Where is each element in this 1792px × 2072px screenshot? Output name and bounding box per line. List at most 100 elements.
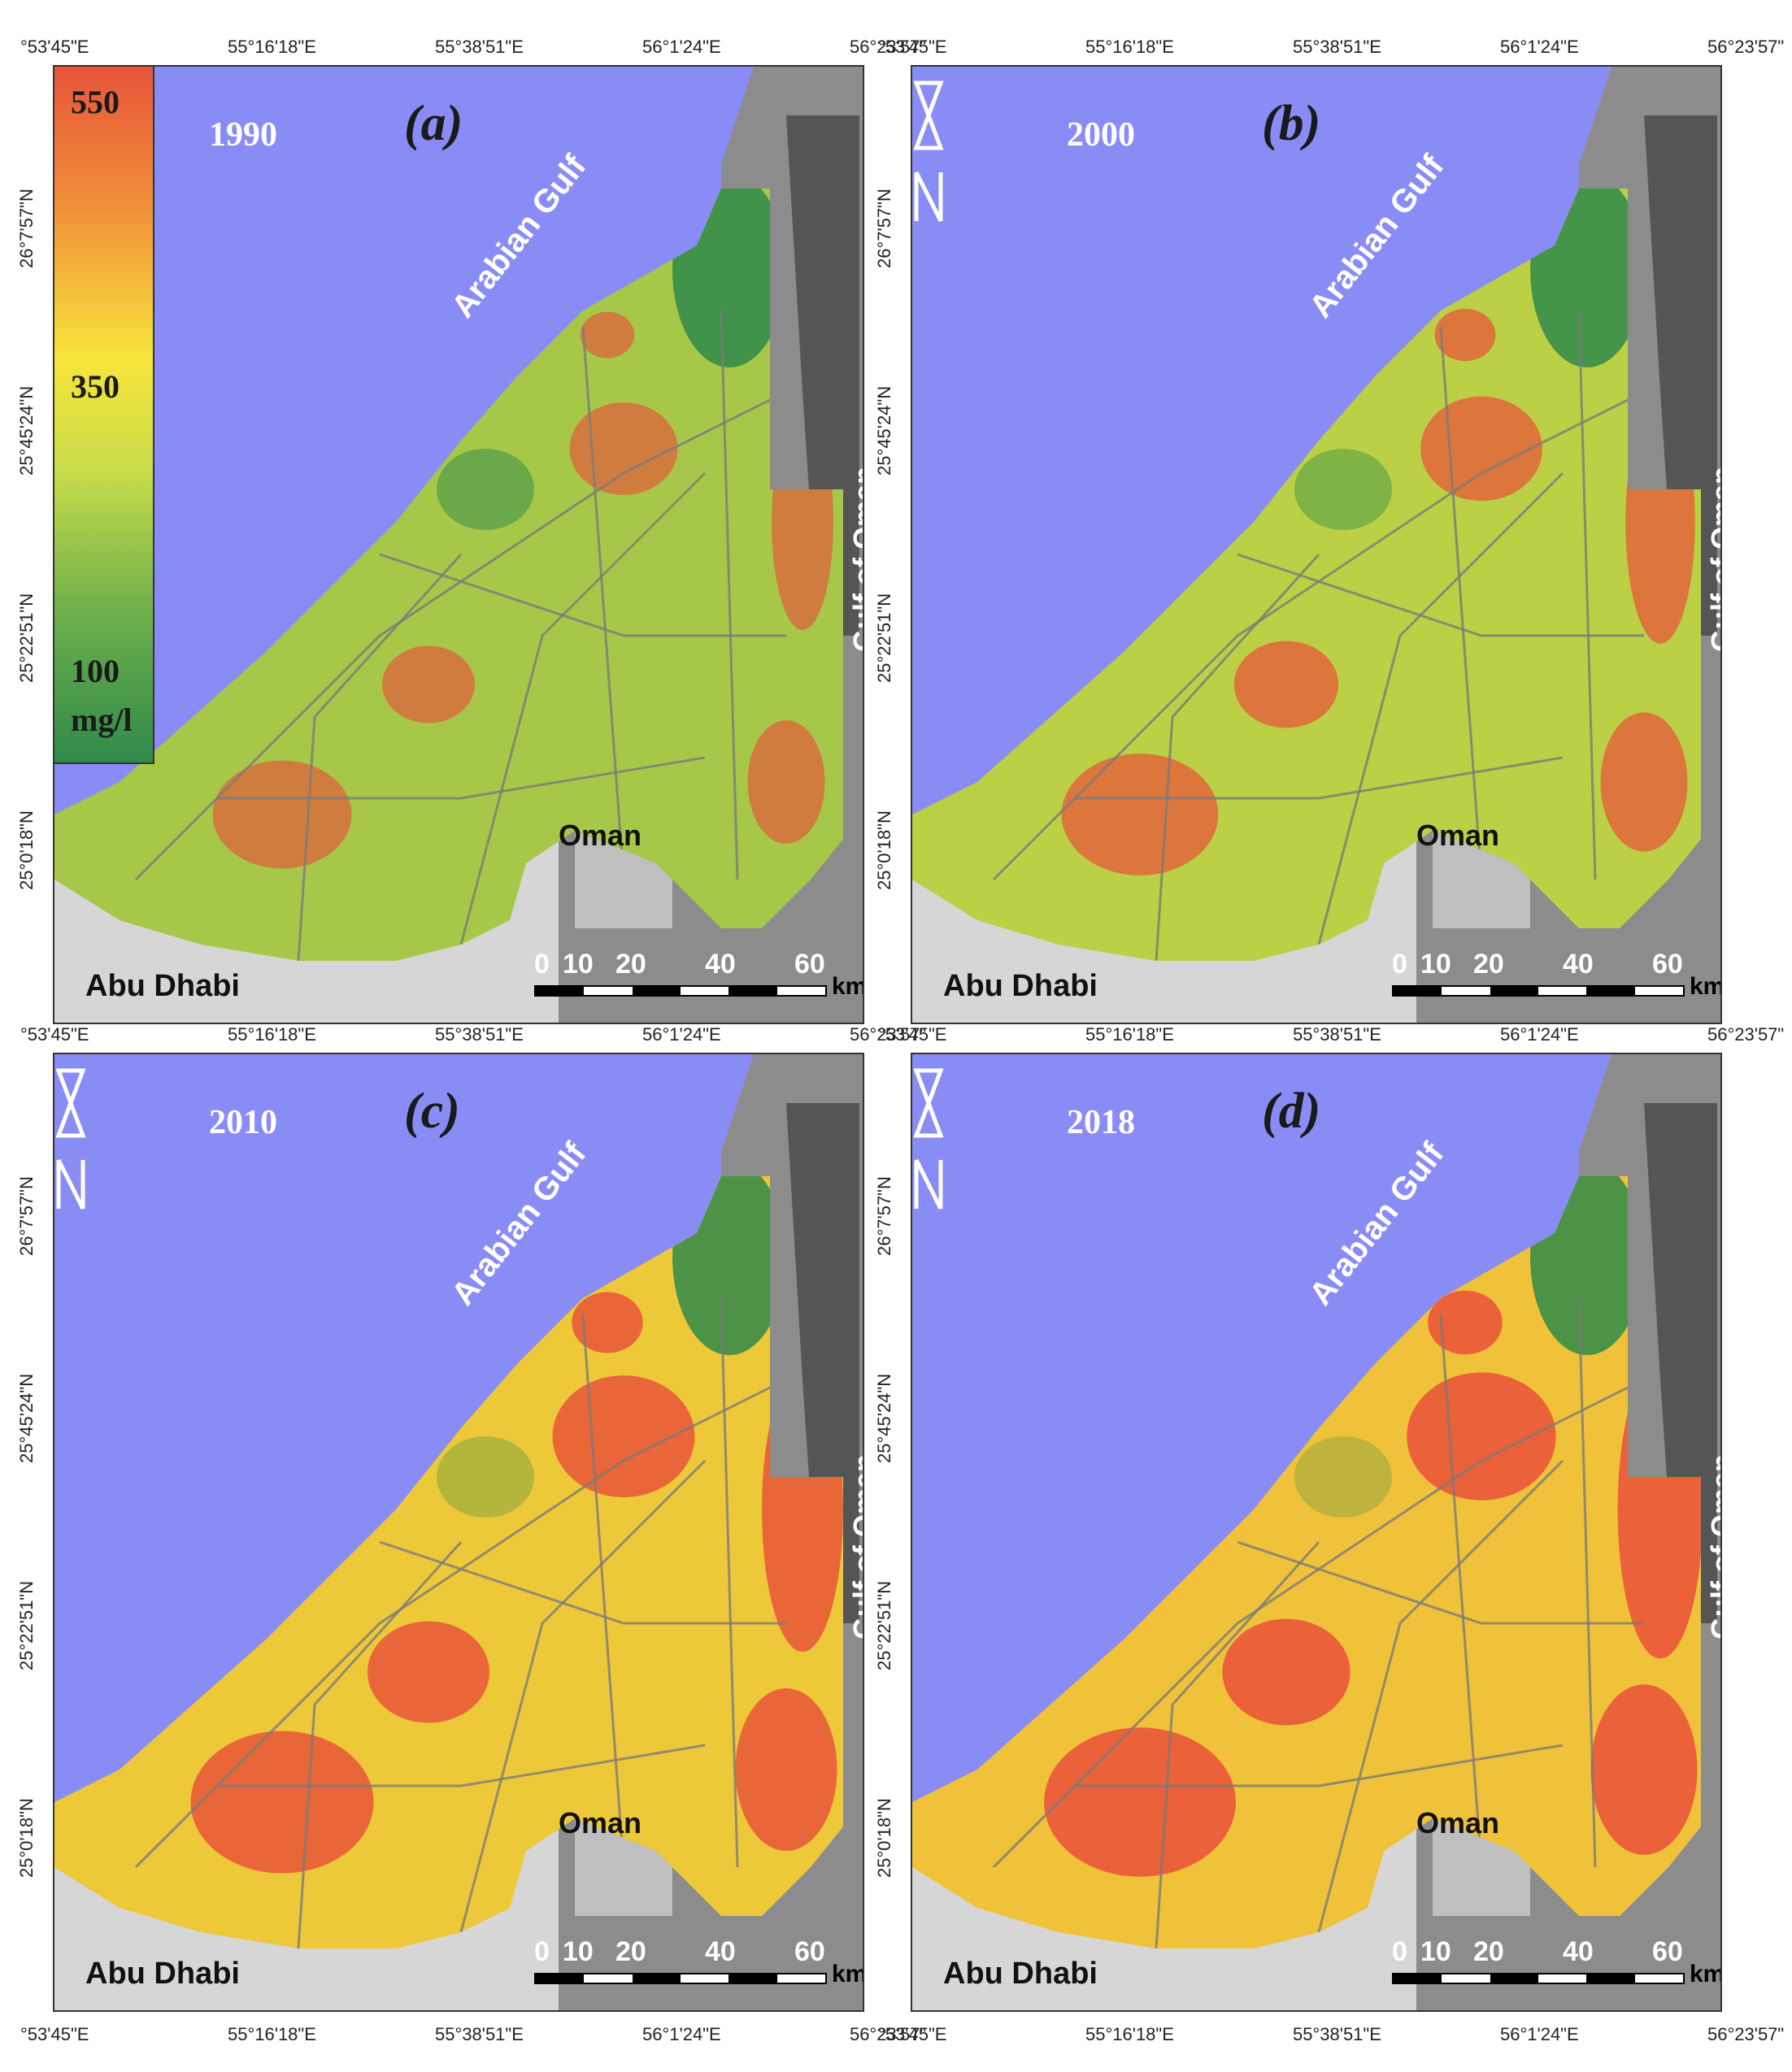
- north-arrow-icon: [913, 1068, 944, 1210]
- scale-number: 0: [534, 1936, 550, 1967]
- scale-unit: km: [1690, 1961, 1722, 1987]
- longitude-label: °53'45"E: [878, 1024, 947, 1045]
- gulf-of-oman-label: Gulf of Oman: [847, 467, 864, 652]
- longitude-label: 56°23'57": [1707, 37, 1785, 57]
- scale-number: 40: [1563, 949, 1594, 980]
- latitude-label: 25°22'51"N: [16, 1580, 37, 1670]
- scale-number: 20: [1473, 1936, 1504, 1967]
- scale-bar: 0 10 20 40 60 km: [534, 1936, 863, 1987]
- latitude-label: 26°7'57"N: [16, 1176, 37, 1256]
- longitude-label: °53'45"E: [878, 37, 947, 57]
- longitude-label: 55°38'51"E: [435, 2024, 524, 2044]
- longitude-label: 55°16'18"E: [1085, 1024, 1174, 1045]
- latitude-label: 25°45'24"N: [874, 385, 894, 476]
- scale-unit: km: [1690, 973, 1722, 1000]
- abu-dhabi-label: Abu Dhabi: [943, 969, 1098, 1003]
- panel-label: (b): [1262, 96, 1321, 151]
- north-arrow-icon: [55, 1068, 86, 1210]
- oman-label: Oman: [559, 1806, 642, 1840]
- latitude-label: 25°0'18"N: [874, 1798, 894, 1878]
- longitude-label: 56°1'24"E: [1500, 37, 1579, 57]
- map-canvas: [912, 67, 1720, 1023]
- legend-min: 100: [71, 653, 120, 689]
- longitude-label: 55°16'18"E: [228, 2024, 316, 2044]
- longitude-label: 56°1'24"E: [1500, 1024, 1579, 1045]
- longitude-label: 56°1'24"E: [642, 1024, 721, 1045]
- longitude-label: 56°23'57": [850, 2024, 927, 2044]
- scale-number: 0: [1392, 1936, 1407, 1967]
- longitude-label: 55°16'18"E: [228, 37, 316, 57]
- map-panel-2018: 2018 (d) Arabian Gulf Gulf of Oman Oman Abu D…: [911, 1053, 1722, 2012]
- scale-unit: km: [832, 1961, 864, 1987]
- scale-number: 40: [705, 1936, 736, 1967]
- scale-unit: km: [832, 973, 864, 1000]
- scale-bar: 0 10 20 40 60 km: [1392, 949, 1720, 1000]
- latitude-label: 25°0'18"N: [16, 1798, 37, 1878]
- scale-number: 60: [1652, 949, 1683, 980]
- scale-number: 10: [1420, 949, 1451, 980]
- scale-number: 10: [563, 1936, 594, 1967]
- scale-number: 0: [534, 949, 550, 980]
- longitude-label: 55°16'18"E: [228, 1024, 316, 1045]
- longitude-label: 55°38'51"E: [1293, 37, 1381, 57]
- gulf-of-oman-label: Gulf of Oman: [1705, 467, 1722, 652]
- north-arrow-icon: [913, 80, 944, 223]
- oman-label: Oman: [1416, 1806, 1500, 1840]
- panel-label: (c): [404, 1084, 460, 1139]
- latitude-label: 26°7'57"N: [874, 1176, 894, 1256]
- latitude-label: 25°45'24"N: [16, 385, 37, 476]
- color-legend: 550 350 100 mg/l: [53, 65, 154, 764]
- latitude-label: 25°0'18"N: [16, 810, 37, 890]
- longitude-label: °53'45"E: [20, 1024, 89, 1045]
- longitude-label: 55°16'18"E: [1085, 2024, 1174, 2044]
- scale-number: 20: [615, 949, 646, 980]
- year-label: 2000: [1067, 116, 1135, 154]
- year-label: 2010: [209, 1104, 277, 1141]
- oman-label: Oman: [559, 819, 642, 852]
- scale-number: 40: [705, 949, 736, 980]
- abu-dhabi-label: Abu Dhabi: [943, 1957, 1098, 1991]
- map-canvas: [54, 1054, 863, 2010]
- longitude-label: 56°23'57": [1707, 1024, 1785, 1045]
- longitude-label: 55°38'51"E: [1293, 1024, 1381, 1045]
- longitude-label: 55°38'51"E: [435, 1024, 524, 1045]
- longitude-label: 55°38'51"E: [435, 37, 524, 57]
- scale-number: 60: [1652, 1936, 1683, 1967]
- longitude-label: 55°16'18"E: [1085, 37, 1174, 57]
- scale-number: 10: [563, 949, 594, 980]
- longitude-label: 56°23'57": [1707, 2024, 1785, 2044]
- year-label: 2018: [1067, 1104, 1135, 1141]
- map-canvas: [912, 1054, 1720, 2010]
- scale-number: 60: [794, 1936, 825, 1967]
- panel-label: (a): [404, 96, 463, 151]
- scale-number: 60: [794, 949, 825, 980]
- scale-number: 10: [1420, 1936, 1451, 1967]
- latitude-label: 25°22'51"N: [16, 593, 37, 683]
- scale-bar: 0 10 20 40 60 km: [1392, 1936, 1720, 1987]
- scale-number: 20: [615, 1936, 646, 1967]
- longitude-label: 56°23'57": [850, 37, 927, 57]
- scale-number: 0: [1392, 949, 1407, 980]
- longitude-label: °53'45"E: [20, 2024, 89, 2044]
- longitude-label: 56°1'24"E: [642, 37, 721, 57]
- map-panel-2010: 2010 (c) Arabian Gulf Gulf of Oman Oman Abu D…: [53, 1053, 864, 2012]
- legend-unit: mg/l: [71, 702, 133, 738]
- longitude-label: °53'45"E: [20, 37, 89, 57]
- scale-bar: 0 10 20 40 60 km: [534, 949, 863, 1000]
- latitude-label: 26°7'57"N: [874, 189, 894, 268]
- panel-label: (d): [1262, 1084, 1321, 1139]
- map-panel-1990: 1990 (a) Arabian Gulf Gulf of Oman Oman Abu D…: [53, 65, 864, 1024]
- scale-number: 40: [1563, 1936, 1594, 1967]
- abu-dhabi-label: Abu Dhabi: [85, 1957, 240, 1991]
- legend-max: 550: [71, 84, 120, 120]
- latitude-label: 25°22'51"N: [874, 593, 894, 683]
- year-label: 1990: [209, 116, 277, 154]
- latitude-label: 25°45'24"N: [16, 1373, 37, 1463]
- map-panel-2000: 2000 (b) Arabian Gulf Gulf of Oman Oman Abu D…: [911, 65, 1722, 1024]
- abu-dhabi-label: Abu Dhabi: [85, 969, 240, 1003]
- latitude-label: 26°7'57"N: [16, 189, 37, 268]
- gulf-of-oman-label: Gulf of Oman: [1705, 1454, 1722, 1640]
- latitude-label: 25°45'24"N: [874, 1373, 894, 1463]
- oman-label: Oman: [1416, 819, 1500, 852]
